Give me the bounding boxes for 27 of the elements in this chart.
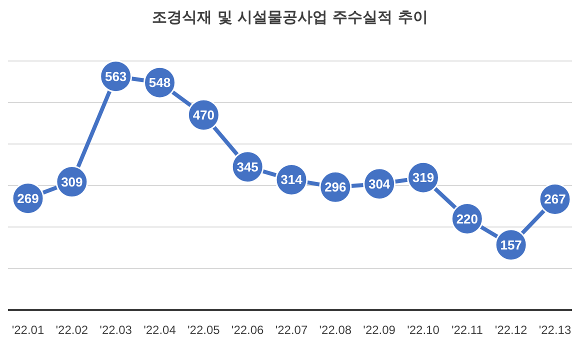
data-label: 220 — [456, 211, 478, 226]
data-label: 269 — [17, 190, 39, 206]
data-label: 345 — [236, 159, 258, 174]
x-tick-label: '22.06 — [231, 323, 264, 337]
x-tick-label: '22.12 — [494, 323, 528, 337]
data-label: 470 — [192, 108, 215, 122]
x-tick-label: '22.05 — [188, 323, 220, 337]
data-label: 304 — [368, 176, 391, 192]
x-tick-label: '22.09 — [363, 323, 396, 337]
chart-title: 조경식재 및 시설물공사업 주수실적 추이 — [152, 8, 428, 26]
data-label: 319 — [412, 170, 434, 186]
data-label: 314 — [280, 172, 304, 188]
x-tick-label: '22.01 — [12, 323, 44, 337]
data-label: 267 — [544, 192, 566, 207]
data-label: 548 — [148, 75, 171, 90]
data-label: 563 — [104, 68, 127, 84]
data-label: 309 — [61, 174, 83, 190]
x-tick-label: '22.02 — [56, 323, 88, 337]
x-tick-label: '22.10 — [407, 323, 440, 337]
data-label: 157 — [500, 237, 522, 252]
x-tick-label: '22.13 — [538, 323, 572, 337]
data-label: 296 — [324, 180, 346, 195]
x-tick-label: '22.04 — [144, 323, 176, 337]
x-tick-label: '22.07 — [275, 323, 308, 337]
x-tick-label: '22.11 — [451, 323, 484, 337]
x-tick-label: '22.08 — [319, 323, 352, 337]
x-tick-label: '22.03 — [100, 323, 132, 337]
